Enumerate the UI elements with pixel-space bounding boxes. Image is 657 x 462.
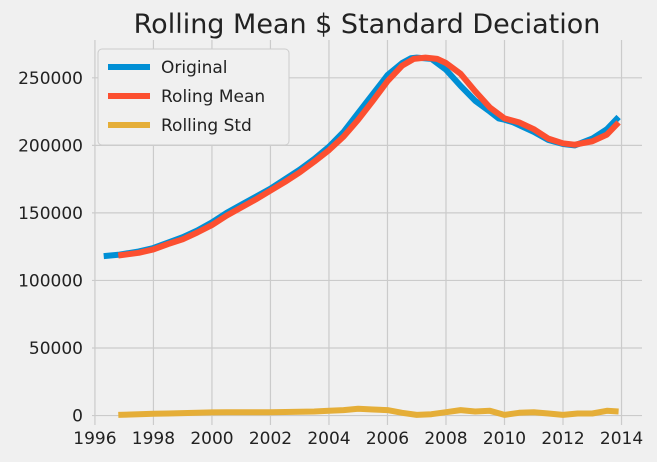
y-tick-label: 100000: [18, 271, 83, 291]
legend-box: [97, 48, 290, 146]
x-tick-label: 2014: [600, 429, 643, 449]
y-tick-label: 150000: [18, 204, 83, 224]
x-tick-label: 2002: [249, 429, 292, 449]
x-tick-label: 2008: [424, 429, 467, 449]
y-tick-label: 200000: [18, 136, 83, 156]
series-line-2: [117, 54, 621, 259]
x-tick-label: 2010: [483, 429, 526, 449]
x-tick-label: 2004: [307, 429, 350, 449]
y-axis-ticks: 0 50000 100000 150000 200000 250000: [18, 69, 83, 427]
x-tick-label: 2012: [541, 429, 584, 449]
y-tick-label: 50000: [29, 339, 83, 359]
legend-label: Roling Mean: [161, 87, 265, 107]
series-line-3: [118, 405, 619, 418]
chart-title: Rolling Mean $ Standard Deciation: [134, 9, 601, 40]
x-tick-label: 2006: [366, 429, 409, 449]
x-axis-ticks: 1996 1998 2000 2002 2004 2006 2008 2010 2012 2014: [73, 429, 643, 449]
y-tick-label: 250000: [18, 69, 83, 89]
x-tick-label: 2000: [190, 429, 233, 449]
y-tick-label: 0: [72, 407, 83, 427]
legend-label: Original: [161, 58, 228, 78]
legend: Original Roling Mean Rolling Std: [97, 48, 290, 146]
x-tick-label: 1998: [132, 429, 175, 449]
x-tick-label: 1996: [73, 429, 116, 449]
legend-label: Rolling Std: [161, 116, 252, 136]
series-lines: [103, 54, 621, 418]
